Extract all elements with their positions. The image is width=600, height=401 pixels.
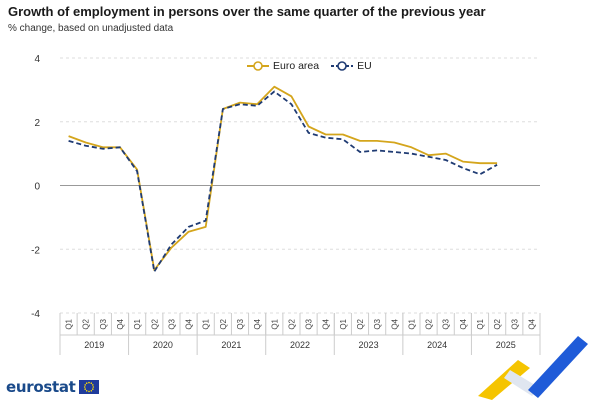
x-tick-label: Q3	[99, 318, 108, 329]
x-tick-label: Q4	[390, 318, 399, 329]
legend-item-eu[interactable]: EU	[331, 60, 372, 72]
x-tick-label: Q4	[116, 318, 125, 329]
x-tick-label: Q3	[373, 318, 382, 329]
x-tick-label: Q3	[442, 318, 451, 329]
y-tick-label: 0	[34, 182, 40, 193]
chart-subtitle: % change, based on unadjusted data	[8, 23, 174, 34]
y-tick-label: 2	[34, 118, 40, 129]
eurostat-logo: eurostat	[6, 378, 99, 396]
x-tick-label: Q2	[493, 318, 502, 329]
y-tick-label: 4	[34, 54, 40, 65]
year-label: 2024	[427, 340, 447, 350]
decorative-swoosh-icon	[478, 336, 588, 400]
x-tick-label: Q2	[287, 318, 296, 329]
legend-label-eu: EU	[357, 60, 372, 72]
x-tick-label: Q4	[253, 318, 262, 329]
x-tick-label: Q4	[185, 318, 194, 329]
eu-flag-icon	[78, 380, 99, 394]
year-label: 2023	[359, 340, 379, 350]
x-tick-label: Q2	[82, 318, 91, 329]
legend-marker-euro-area-icon	[247, 61, 269, 71]
x-tick-label: Q4	[322, 318, 331, 329]
y-tick-label: -2	[31, 245, 40, 256]
x-tick-label: Q4	[459, 318, 468, 329]
x-tick-label: Q1	[65, 318, 74, 329]
year-label: 2022	[290, 340, 310, 350]
x-tick-label: Q1	[202, 318, 211, 329]
x-tick-label: Q2	[219, 318, 228, 329]
year-label: 2025	[496, 340, 516, 350]
chart-legend: Euro area EU	[247, 60, 372, 72]
x-tick-label: Q3	[236, 318, 245, 329]
x-tick-label: Q3	[305, 318, 314, 329]
series-line-eu	[68, 90, 498, 273]
year-label: 2019	[84, 340, 104, 350]
logo-text: eurostat	[6, 378, 76, 396]
series-line-euro-area	[68, 85, 498, 271]
chart-title: Growth of employment in persons over the…	[8, 4, 486, 19]
x-tick-label: Q3	[510, 318, 519, 329]
x-tick-label: Q1	[476, 318, 485, 329]
legend-item-euro-area[interactable]: Euro area	[247, 60, 319, 72]
x-tick-label: Q2	[356, 318, 365, 329]
legend-label-euro-area: Euro area	[273, 60, 320, 72]
year-label: 2020	[153, 340, 173, 350]
x-tick-label: Q1	[270, 318, 279, 329]
x-tick-label: Q3	[167, 318, 176, 329]
legend-marker-eu-icon	[331, 61, 354, 71]
x-tick-label: Q1	[407, 318, 416, 329]
x-tick-label: Q1	[339, 318, 348, 329]
year-label: 2021	[221, 340, 241, 350]
y-tick-label: -4	[31, 309, 40, 320]
x-tick-label: Q2	[425, 318, 434, 329]
x-tick-label: Q1	[133, 318, 142, 329]
x-tick-label: Q2	[150, 318, 159, 329]
x-tick-label: Q4	[527, 318, 536, 329]
